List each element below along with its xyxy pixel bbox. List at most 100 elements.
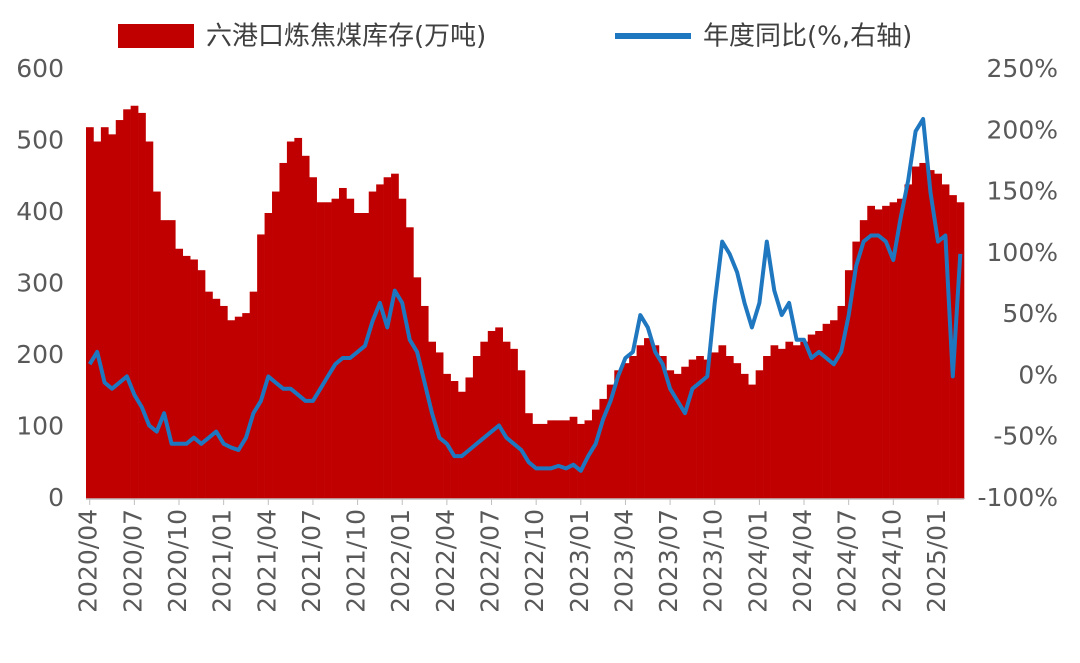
bar — [279, 162, 288, 499]
bar — [673, 373, 682, 499]
bar — [405, 227, 414, 500]
y2-tick-label: 100% — [987, 238, 1058, 267]
bar — [614, 370, 623, 499]
legend: 六港口炼焦煤库存(万吨) 年度同比(%,右轴) — [118, 22, 912, 52]
bar — [770, 345, 779, 499]
bar — [286, 141, 295, 499]
bar — [130, 105, 139, 499]
bar — [658, 356, 667, 499]
y2-tick-label: -50% — [993, 422, 1058, 451]
bar — [517, 370, 526, 499]
y-tick-label: 300 — [16, 269, 64, 298]
bar — [353, 213, 362, 499]
y-tick-label: 600 — [16, 54, 64, 83]
bar — [123, 109, 131, 499]
bar — [361, 213, 370, 499]
x-tick-label: 2022/04 — [431, 509, 460, 613]
bar — [844, 270, 853, 499]
bar — [391, 173, 399, 500]
bar — [941, 184, 950, 499]
bar — [562, 420, 570, 499]
bar — [696, 356, 704, 499]
x-tick-label: 2022/10 — [520, 509, 549, 613]
bar — [725, 356, 734, 499]
bar — [100, 127, 109, 499]
bar — [525, 413, 533, 499]
bar — [733, 363, 742, 499]
x-tick-label: 2024/04 — [788, 509, 817, 613]
bar — [651, 345, 660, 499]
bar — [301, 155, 310, 500]
bar — [904, 184, 913, 499]
bar — [867, 205, 876, 499]
bar — [777, 348, 786, 499]
bar — [465, 377, 474, 499]
bar — [539, 423, 548, 499]
bar — [346, 198, 355, 499]
bar — [472, 356, 481, 499]
bar — [458, 391, 466, 499]
legend-label: 年度同比(%,右轴) — [703, 22, 912, 52]
bar — [621, 363, 630, 499]
bar — [272, 191, 280, 500]
bar — [420, 305, 429, 499]
bar — [495, 327, 503, 499]
bar — [911, 166, 920, 499]
bar — [644, 338, 652, 499]
y2-tick-label: 50% — [1002, 299, 1058, 328]
bar — [175, 248, 184, 499]
bar — [376, 184, 384, 499]
bar — [86, 127, 94, 499]
bar — [934, 173, 942, 500]
bar — [413, 277, 422, 499]
bar — [182, 255, 191, 499]
y-tick-label: 0 — [48, 483, 64, 512]
line — [87, 117, 963, 473]
bar — [93, 141, 102, 499]
bar — [443, 373, 451, 499]
bar — [152, 191, 161, 500]
bar — [108, 134, 117, 499]
bar — [145, 141, 154, 499]
bar — [800, 341, 809, 499]
bar — [569, 416, 578, 499]
x-tick-label: 2021/07 — [297, 509, 326, 613]
bar — [926, 170, 935, 499]
bar — [703, 359, 712, 499]
x-tick-label: 2024/07 — [833, 509, 862, 613]
bar — [897, 198, 905, 499]
bar — [532, 423, 541, 499]
x-tick-label: 2023/04 — [609, 509, 638, 613]
bar — [190, 259, 198, 499]
x-tick-label: 2021/01 — [208, 509, 237, 613]
bar — [368, 191, 377, 500]
bar — [792, 345, 801, 499]
bar — [294, 137, 303, 500]
x-tick-label: 2024/01 — [743, 509, 772, 613]
bar — [666, 370, 675, 499]
bar — [763, 356, 771, 499]
x-tick-label: 2020/10 — [163, 509, 192, 613]
bar — [487, 330, 496, 499]
bar — [547, 420, 556, 499]
bar — [755, 370, 764, 499]
bar — [160, 220, 169, 499]
bar — [807, 334, 816, 499]
bar — [480, 341, 489, 499]
bar — [197, 270, 206, 499]
bar — [205, 291, 213, 499]
x-tick-label: 2023/01 — [565, 509, 594, 613]
bar — [115, 120, 124, 500]
bar — [830, 320, 838, 499]
bar — [740, 373, 749, 499]
x-tick-label: 2023/07 — [654, 509, 683, 613]
bar — [138, 112, 146, 500]
bar — [324, 202, 332, 499]
x-tick-label: 2024/10 — [877, 509, 906, 613]
bar — [510, 348, 518, 499]
bar — [748, 384, 756, 499]
bar — [636, 345, 645, 499]
bar — [718, 345, 727, 499]
legend-label: 六港口炼焦煤库存(万吨) — [206, 22, 486, 52]
